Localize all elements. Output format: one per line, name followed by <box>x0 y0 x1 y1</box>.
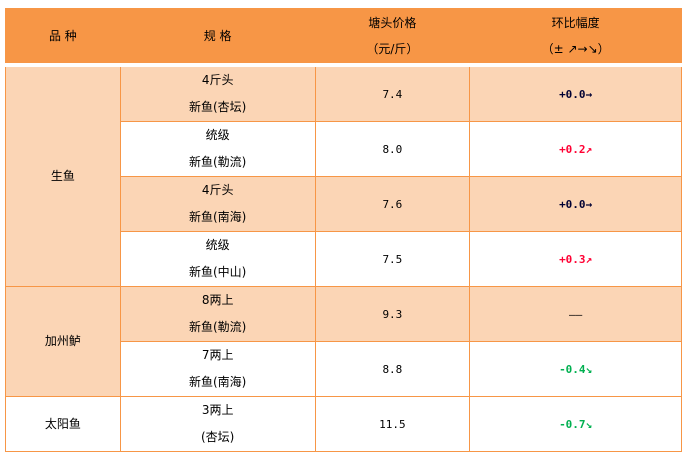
header-row: 品 种 规 格 塘头价格 （元/斤） 环比幅度 （± ↗→↘） <box>5 8 682 66</box>
fish-price-table: 品 种 规 格 塘头价格 （元/斤） 环比幅度 （± ↗→↘） 生鱼 4斤头 新鱼(杏… <box>5 8 682 452</box>
spec-origin: 新鱼(勒流) <box>188 155 247 169</box>
spec-size: 统级 <box>205 238 230 252</box>
price-cell: 7.5 <box>314 231 471 287</box>
variety-cell: 太阳鱼 <box>5 396 121 452</box>
header-change-label: 环比幅度 <box>551 16 600 30</box>
change-cell: —— <box>469 286 682 342</box>
spec-cell: 统级新鱼(勒流) <box>119 121 316 177</box>
spec-cell: 4斤头新鱼(南海) <box>119 176 316 232</box>
header-spec: 规 格 <box>119 8 316 66</box>
spec-size: 7两上 <box>201 348 234 362</box>
spec-size: 统级 <box>205 128 230 142</box>
price-cell: 7.4 <box>314 64 471 122</box>
change-cell: +0.0→ <box>469 176 682 232</box>
variety-cell: 生鱼 <box>5 64 121 287</box>
spec-size: 8两上 <box>201 293 234 307</box>
spec-size: 4斤头 <box>201 183 234 197</box>
header-variety: 品 种 <box>5 8 121 66</box>
change-cell: -0.4↘ <box>469 341 682 397</box>
header-price: 塘头价格 （元/斤） <box>314 8 471 66</box>
header-price-label: 塘头价格 <box>368 16 417 30</box>
spec-cell: 8两上新鱼(勒流) <box>119 286 316 342</box>
spec-size: 3两上 <box>201 403 234 417</box>
table-row: 统级新鱼(勒流) 8.0 +0.2↗ <box>5 121 682 177</box>
spec-origin: 新鱼(南海) <box>188 375 247 389</box>
spec-cell: 3两上 (杏坛) <box>119 396 316 452</box>
spec-cell: 4斤头新鱼(杏坛) <box>119 64 316 122</box>
change-cell: -0.7↘ <box>469 396 682 452</box>
variety-cell: 加州鲈 <box>5 286 121 397</box>
table-row: 生鱼 4斤头 新鱼(杏坛) 7.4 +0.0→ <box>5 64 682 287</box>
header-change: 环比幅度 （± ↗→↘） <box>469 8 682 66</box>
header-price-unit: （元/斤） <box>366 42 419 56</box>
spec-size: 4斤头 <box>201 73 234 87</box>
spec-origin: 新鱼(中山) <box>188 265 247 279</box>
table-row: 太阳鱼 3两上 (杏坛) 11.5 -0.7↘ <box>5 396 682 452</box>
price-cell: 8.0 <box>314 121 471 177</box>
change-cell: +0.0→ <box>469 64 682 122</box>
spec-origin: 新鱼(杏坛) <box>188 100 247 114</box>
table-row: 加州鲈 8两上新鱼(勒流) 9.3 —— <box>5 286 682 397</box>
spec-origin: 新鱼(南海) <box>188 210 247 224</box>
change-cell: +0.3↗ <box>469 231 682 287</box>
price-cell: 9.3 <box>314 286 471 342</box>
spec-origin: (杏坛) <box>200 430 235 444</box>
price-cell: 8.8 <box>314 341 471 397</box>
price-cell: 11.5 <box>314 396 471 452</box>
spec-origin: 新鱼(勒流) <box>188 320 247 334</box>
spec-cell: 统级新鱼(中山) <box>119 231 316 287</box>
spec-cell: 7两上新鱼(南海) <box>119 341 316 397</box>
change-cell: +0.2↗ <box>469 121 682 177</box>
header-change-legend: （± ↗→↘） <box>541 42 610 56</box>
price-cell: 7.6 <box>314 176 471 232</box>
